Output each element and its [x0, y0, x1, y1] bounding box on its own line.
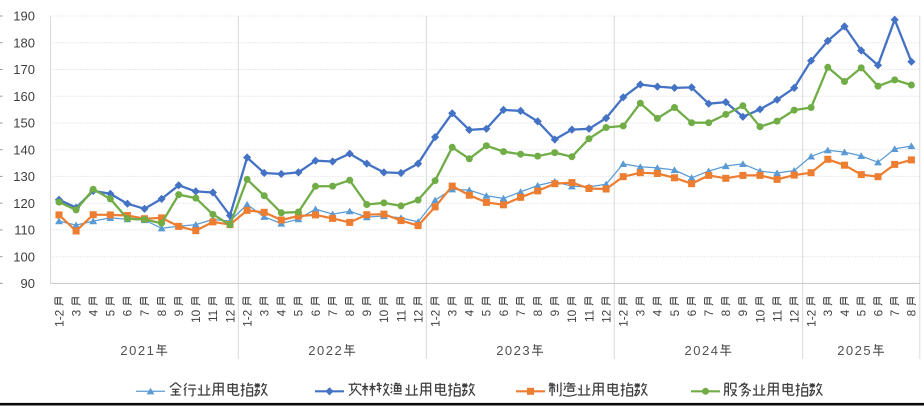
svg-text:170: 170 [13, 62, 35, 77]
svg-text:10: 10 [189, 309, 203, 323]
svg-text:3: 3 [821, 309, 835, 316]
svg-text:2022: 2022 [308, 343, 343, 358]
svg-text:2024: 2024 [685, 343, 720, 358]
svg-text:8: 8 [343, 309, 357, 316]
svg-text:4: 4 [651, 309, 665, 316]
svg-text:6: 6 [497, 309, 511, 316]
svg-text:120: 120 [13, 196, 35, 211]
svg-text:190: 190 [13, 9, 35, 24]
svg-text:8: 8 [719, 309, 733, 316]
svg-text:6: 6 [309, 309, 323, 316]
svg-text:4: 4 [87, 309, 101, 316]
svg-text:12: 12 [787, 310, 801, 323]
svg-text:7: 7 [702, 310, 716, 317]
svg-text:5: 5 [292, 309, 306, 316]
svg-text:100: 100 [13, 249, 35, 264]
svg-text:140: 140 [13, 142, 35, 157]
svg-text:5: 5 [104, 309, 118, 316]
svg-text:1-2: 1-2 [240, 310, 254, 327]
svg-text:6: 6 [121, 309, 135, 316]
svg-text:1-2: 1-2 [428, 310, 442, 327]
svg-text:1-2: 1-2 [804, 310, 818, 327]
svg-text:2023: 2023 [496, 343, 531, 358]
svg-text:160: 160 [13, 89, 35, 104]
svg-text:9: 9 [172, 310, 186, 317]
svg-text:5: 5 [480, 309, 494, 316]
svg-text:5: 5 [668, 309, 682, 316]
svg-text:110: 110 [14, 223, 35, 238]
svg-text:5: 5 [855, 309, 869, 316]
svg-text:3: 3 [634, 309, 648, 316]
svg-text:12: 12 [599, 310, 613, 323]
svg-text:9: 9 [548, 310, 562, 317]
svg-text:2025: 2025 [837, 343, 872, 358]
svg-text:6: 6 [871, 309, 885, 316]
svg-text:7: 7 [138, 310, 152, 317]
svg-text:8: 8 [155, 309, 169, 316]
svg-text:12: 12 [411, 310, 425, 323]
svg-text:7: 7 [888, 310, 902, 317]
svg-text:4: 4 [275, 309, 289, 316]
svg-text:4: 4 [463, 309, 477, 316]
svg-text:4: 4 [838, 309, 852, 316]
svg-text:11: 11 [582, 310, 596, 322]
svg-text:11: 11 [206, 310, 220, 322]
svg-text:7: 7 [326, 310, 340, 317]
svg-text:150: 150 [13, 116, 35, 131]
svg-text:11: 11 [394, 310, 408, 322]
svg-text:10: 10 [565, 309, 579, 323]
svg-text:1-2: 1-2 [617, 310, 631, 327]
svg-text:8: 8 [531, 309, 545, 316]
svg-text:3: 3 [69, 309, 83, 316]
svg-text:10: 10 [753, 309, 767, 323]
svg-text:7: 7 [514, 310, 528, 317]
svg-text:12: 12 [223, 310, 237, 323]
svg-text:1-2: 1-2 [52, 310, 66, 327]
svg-text:90: 90 [21, 276, 35, 291]
svg-text:11: 11 [770, 310, 784, 322]
svg-text:3: 3 [257, 309, 271, 316]
svg-text:2021: 2021 [120, 343, 155, 358]
svg-text:6: 6 [685, 309, 699, 316]
svg-text:3: 3 [446, 309, 460, 316]
svg-text:9: 9 [736, 310, 750, 317]
svg-text:10: 10 [377, 309, 391, 323]
svg-text:180: 180 [13, 35, 35, 50]
svg-text:9: 9 [360, 310, 374, 317]
svg-text:8: 8 [905, 309, 919, 316]
svg-text:130: 130 [13, 169, 35, 184]
